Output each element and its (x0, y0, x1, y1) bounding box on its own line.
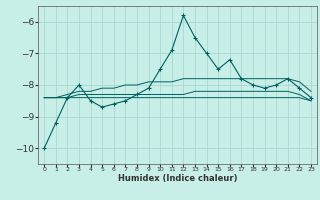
X-axis label: Humidex (Indice chaleur): Humidex (Indice chaleur) (118, 174, 237, 183)
